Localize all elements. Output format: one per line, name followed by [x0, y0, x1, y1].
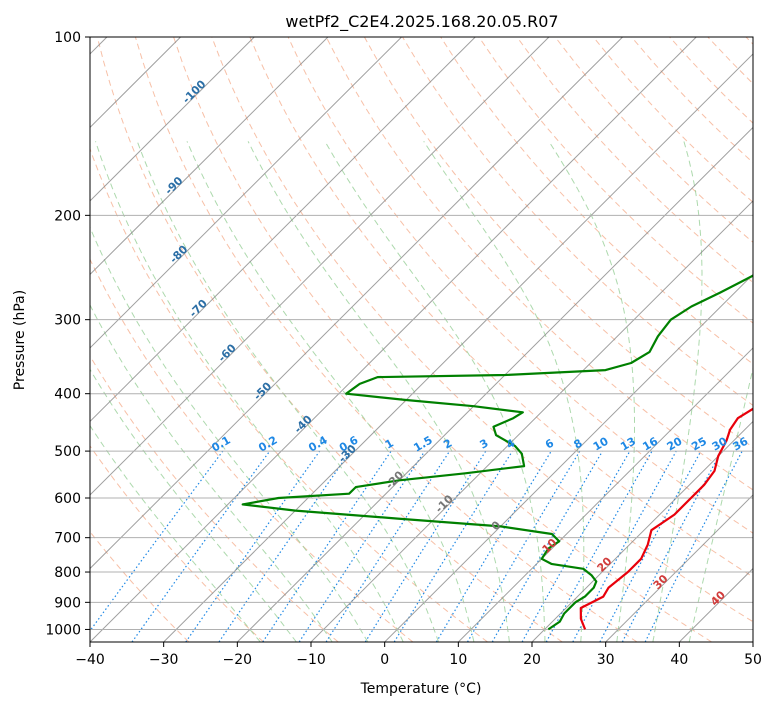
x-tick-label: 20 — [523, 652, 541, 668]
y-tick-label: 900 — [54, 595, 81, 611]
dry-adiabat — [90, 258, 414, 642]
x-tick-label: −40 — [75, 652, 105, 668]
mixing-ratio-line — [545, 450, 653, 642]
mixing-ratio-line — [218, 450, 351, 642]
x-tick-label: 0 — [380, 652, 389, 668]
y-tick-label: 1000 — [45, 622, 81, 638]
temperature-line — [579, 407, 753, 630]
x-tick-label: 40 — [670, 652, 688, 668]
series-lines — [241, 274, 753, 631]
isotherm — [90, 37, 697, 642]
y-tick-label: 600 — [54, 491, 81, 507]
isotherm — [236, 126, 753, 642]
dry-adiabat — [249, 37, 753, 578]
x-tick-label: 10 — [449, 652, 467, 668]
isotherm — [90, 37, 623, 570]
mixing-ratio-line — [298, 450, 426, 642]
y-tick-label: 100 — [54, 30, 81, 46]
dry-adiabat — [173, 37, 712, 642]
x-axis-title: Temperature (°C) — [360, 681, 482, 697]
dry-adiabat — [96, 37, 563, 642]
y-tick-label: 500 — [54, 444, 81, 460]
isotherm — [531, 420, 753, 642]
y-tick-label: 800 — [54, 565, 81, 581]
isotherm — [90, 37, 476, 423]
y-tick-label: 400 — [54, 387, 81, 403]
dry-adiabat — [325, 37, 753, 491]
mixing-ratio-line — [644, 450, 743, 642]
x-tick-label: 50 — [744, 652, 762, 668]
x-tick-label: −10 — [296, 652, 326, 668]
x-tick-label: 30 — [597, 652, 615, 668]
x-tick-label: −30 — [149, 652, 179, 668]
isotherm — [90, 37, 402, 349]
mixing-ratio-line — [90, 450, 224, 632]
y-axis: 100 200 300 400 500 600 700 800 900 1000 — [45, 30, 90, 638]
isotherm — [90, 37, 329, 276]
mixing-ratio-line — [521, 450, 631, 642]
mixing-ratio-line — [131, 450, 271, 642]
dry-adiabat — [134, 37, 638, 642]
plot-frame — [89, 36, 754, 643]
dewpoint-line — [241, 274, 753, 631]
isotherm — [384, 273, 753, 642]
x-axis: −40 −30 −20 −10 0 10 20 30 40 50 — [75, 642, 762, 668]
mixing-ratio-line — [262, 450, 392, 642]
y-tick-label: 700 — [54, 531, 81, 547]
isotherm — [90, 37, 255, 202]
isotherm — [310, 200, 753, 642]
mixing-ratio-line — [393, 450, 513, 642]
y-axis-title: Pressure (hPa) — [12, 290, 28, 390]
y-tick-label: 300 — [54, 313, 81, 329]
chart-title: wetPf2_C2E4.2025.168.20.05.R07 — [285, 12, 558, 32]
mixing-ratio-line — [185, 450, 321, 642]
dry-adiabat — [90, 445, 264, 642]
y-tick-label: 200 — [54, 208, 81, 224]
grid-lines — [90, 37, 753, 642]
mixing-ratio-line — [325, 450, 451, 642]
dry-adiabat — [287, 37, 753, 534]
isotherm — [90, 37, 550, 496]
x-tick-label: −20 — [223, 652, 253, 668]
dry-adiabat — [90, 355, 339, 642]
dry-adiabat — [516, 37, 753, 284]
dry-adiabat — [211, 37, 753, 623]
isotherm — [163, 53, 753, 642]
mixing-ratio-line — [572, 450, 677, 642]
mixing-ratio-line — [364, 450, 487, 642]
isotherm — [605, 494, 753, 642]
